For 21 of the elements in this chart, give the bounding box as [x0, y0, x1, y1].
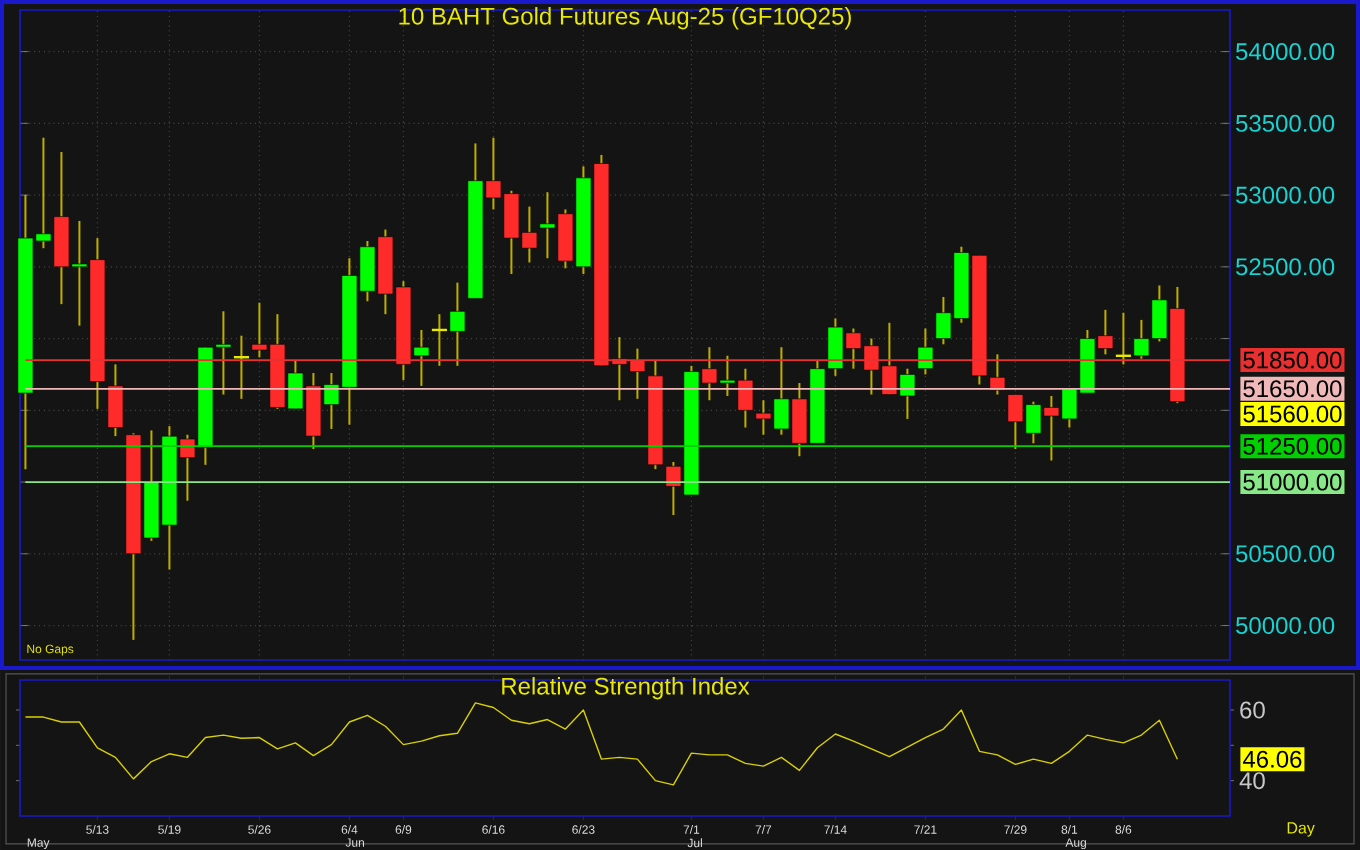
y-tick-label: 50500.00 — [1236, 545, 1335, 563]
candlestick — [449, 281, 466, 367]
ref-line-label: 51650.00 — [1243, 380, 1342, 398]
text: Day — [1287, 822, 1315, 837]
y-tick-label: 52500.00 — [1236, 258, 1335, 276]
y-tick-label: 60 — [1240, 701, 1265, 719]
y-tick-label: 40 — [1239, 772, 1265, 790]
y-tick-label: 53000.00 — [1236, 186, 1335, 204]
text: 51560.00 — [1243, 405, 1342, 423]
chart-title: Relative Strength Index — [502, 677, 750, 700]
y-tick-label: 50000.00 — [1236, 617, 1335, 635]
candlestick — [107, 363, 124, 438]
y-tick-label: 53500.00 — [1236, 114, 1335, 132]
ref-line-label: 51000.00 — [1243, 473, 1342, 491]
candlestick — [917, 327, 934, 376]
ref-line-label: 51850.00 — [1243, 351, 1342, 369]
text: 46.06 — [1242, 750, 1302, 768]
line-series — [24, 702, 1179, 786]
ref-line-label: 51250.00 — [1243, 437, 1342, 455]
y-tick-label: 54000.00 — [1236, 43, 1335, 61]
chart-title: 10 BAHT Gold Futures Aug-25 (GF10Q25) — [399, 7, 851, 30]
